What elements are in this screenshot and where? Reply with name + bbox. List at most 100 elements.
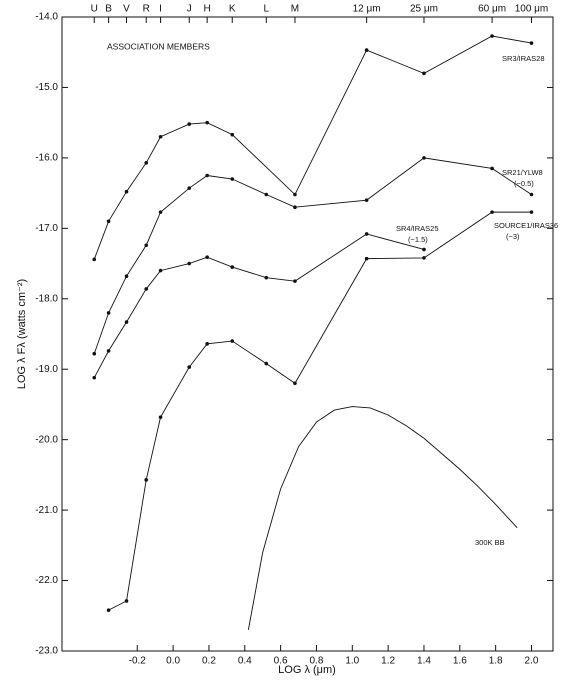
data-point bbox=[293, 205, 297, 209]
data-point bbox=[205, 255, 209, 260]
x-tick-label: -0.2 bbox=[129, 656, 147, 667]
series-line bbox=[93, 233, 425, 378]
x-tick-label: 1.0 bbox=[345, 656, 359, 667]
x-tick-label: 0.4 bbox=[238, 656, 252, 667]
data-point bbox=[187, 186, 192, 190]
data-point bbox=[230, 177, 235, 181]
data-point bbox=[158, 268, 163, 273]
series-label: SOURCE1/IRAS36 bbox=[494, 221, 558, 230]
data-point bbox=[364, 198, 369, 202]
data-point bbox=[205, 173, 209, 178]
x-tick-label: 1.6 bbox=[453, 656, 467, 667]
series-offset: (−3) bbox=[506, 232, 520, 241]
series-label: 300K BB bbox=[475, 538, 505, 547]
y-tick-label: -23.0 bbox=[35, 646, 58, 657]
data-point bbox=[264, 275, 269, 280]
data-point bbox=[205, 342, 209, 346]
data-point bbox=[529, 210, 534, 214]
x-tick-label: 1.4 bbox=[417, 656, 431, 667]
data-point bbox=[158, 415, 163, 419]
data-point bbox=[529, 41, 534, 45]
data-point bbox=[364, 232, 369, 236]
data-point bbox=[106, 349, 111, 353]
y-tick-label: -21.0 bbox=[35, 505, 58, 516]
x-tick-label: 0.6 bbox=[274, 656, 288, 667]
series-offset: (−0.5) bbox=[514, 179, 534, 188]
data-point bbox=[364, 48, 369, 52]
series-line bbox=[93, 157, 532, 354]
plot-frame bbox=[61, 16, 554, 652]
x-tick-label: 0.2 bbox=[202, 656, 216, 667]
data-point bbox=[124, 274, 129, 279]
data-point bbox=[187, 122, 192, 126]
data-point bbox=[422, 71, 426, 76]
top-tick-label: J bbox=[187, 4, 192, 15]
data-point bbox=[158, 210, 163, 214]
y-tick-label: -15.0 bbox=[35, 82, 58, 93]
x-tick-label: 1.2 bbox=[381, 656, 395, 667]
series-line bbox=[247, 406, 518, 630]
data-point bbox=[144, 478, 149, 482]
x-tick-label: 2.0 bbox=[525, 656, 539, 667]
data-point bbox=[422, 247, 426, 252]
data-point bbox=[124, 599, 129, 603]
y-tick-label: -18.0 bbox=[35, 293, 58, 304]
data-point bbox=[187, 261, 192, 266]
top-tick-label: K bbox=[229, 4, 236, 15]
top-tick-label: 25 μm bbox=[410, 4, 438, 15]
data-point bbox=[92, 351, 97, 356]
data-point bbox=[205, 120, 209, 125]
data-point bbox=[106, 608, 111, 612]
x-tick-label: 1.8 bbox=[489, 656, 503, 667]
data-point bbox=[422, 256, 426, 260]
data-point bbox=[490, 166, 494, 171]
data-point bbox=[92, 375, 97, 380]
data-point bbox=[293, 279, 297, 283]
top-tick-label: M bbox=[291, 4, 299, 15]
x-axis-label: LOG λ (μm) bbox=[278, 664, 336, 676]
data-point bbox=[144, 243, 149, 248]
data-point bbox=[490, 210, 494, 214]
data-point bbox=[293, 192, 297, 197]
data-point bbox=[144, 287, 149, 291]
data-point bbox=[529, 192, 534, 197]
top-tick-label: B bbox=[105, 4, 112, 15]
y-tick-label: -14.0 bbox=[35, 12, 58, 23]
data-point bbox=[490, 34, 494, 38]
top-tick-label: 100 μm bbox=[515, 4, 549, 15]
y-tick-label: -16.0 bbox=[35, 153, 58, 164]
series-offset: (−1.5) bbox=[408, 235, 428, 244]
y-tick-label: -19.0 bbox=[35, 364, 58, 375]
top-tick-label: U bbox=[91, 4, 98, 15]
series-label: SR21/YLW8 bbox=[502, 168, 543, 177]
y-tick-label: -22.0 bbox=[35, 575, 58, 586]
data-point bbox=[230, 132, 235, 137]
y-tick-label: -20.0 bbox=[35, 434, 58, 445]
y-axis-label: LOG λ Fλ (watts cm⁻²) bbox=[16, 279, 28, 389]
data-point bbox=[293, 381, 297, 386]
annotation: ASSOCIATION MEMBERS bbox=[107, 41, 210, 51]
data-point bbox=[158, 134, 163, 139]
data-point bbox=[422, 156, 426, 160]
top-tick-label: I bbox=[159, 4, 162, 15]
data-point bbox=[92, 257, 97, 262]
data-point bbox=[264, 361, 269, 366]
data-point bbox=[230, 339, 235, 343]
data-point bbox=[144, 161, 149, 165]
top-tick-label: R bbox=[143, 4, 150, 15]
data-point bbox=[187, 365, 192, 369]
data-point bbox=[106, 311, 111, 315]
y-tick-label: -17.0 bbox=[35, 223, 58, 234]
top-tick-label: H bbox=[204, 4, 211, 15]
data-point bbox=[106, 219, 111, 224]
data-point bbox=[230, 265, 235, 269]
top-tick-label: L bbox=[264, 4, 270, 15]
x-tick-label: 0.0 bbox=[166, 656, 180, 667]
top-tick-label: 60 μm bbox=[478, 4, 506, 15]
top-tick-label: 12 μm bbox=[353, 4, 381, 15]
series-label: SR4/IRAS25 bbox=[396, 224, 439, 233]
series-label: SR3/IRAS28 bbox=[502, 54, 545, 63]
data-point bbox=[264, 192, 269, 197]
x-tick-label: 0.8 bbox=[310, 656, 324, 667]
